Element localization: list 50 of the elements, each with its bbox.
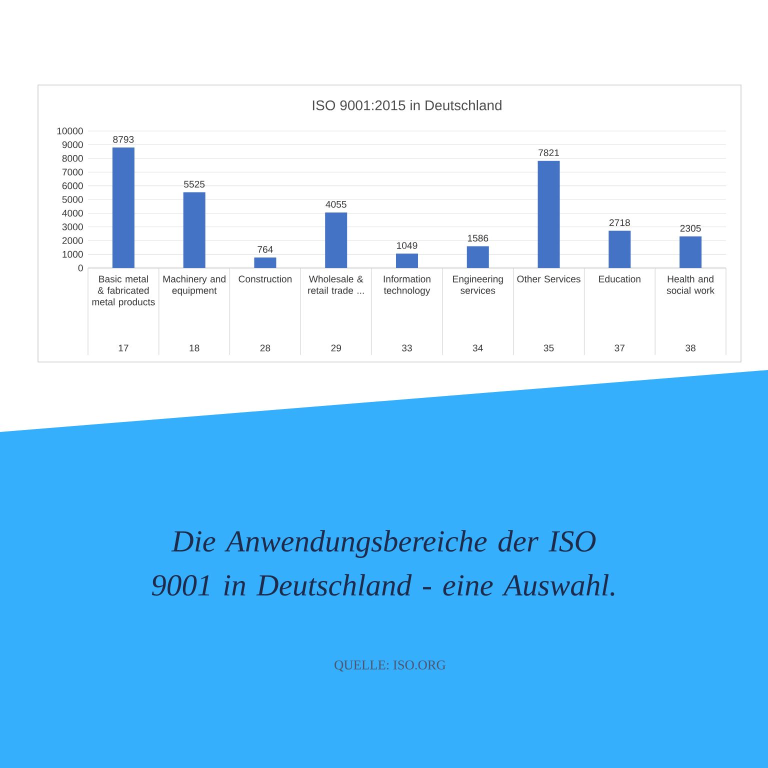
- text: 35: [544, 344, 554, 352]
- y-tick-label: 8000: [62, 155, 83, 162]
- data-label: 2305: [680, 224, 701, 232]
- text: 37: [614, 344, 625, 352]
- x-tick-label: Health and social work: [666, 275, 715, 294]
- data-label: 7821: [538, 149, 559, 156]
- text: 29: [331, 344, 342, 352]
- data-label: 5525: [184, 180, 205, 188]
- bar: [680, 236, 702, 268]
- data-label: 764: [258, 246, 273, 253]
- bar: [538, 160, 560, 268]
- x-tick-label: Machinery and equipment: [163, 275, 226, 296]
- text: 33: [402, 344, 412, 352]
- y-tick-label: 10000: [57, 128, 83, 134]
- y-tick-label: 3000: [62, 224, 83, 230]
- x-tick-label: Basic metal & fabricated metal products: [92, 275, 155, 308]
- data-label: 8793: [113, 136, 134, 143]
- x-tick-label: Information technology: [384, 275, 430, 296]
- x-tick-label: Construction: [238, 275, 292, 282]
- bar: [608, 230, 631, 268]
- y-tick-label: 2000: [62, 237, 83, 244]
- y-tick-label: 0: [78, 264, 83, 272]
- x-tick-label: Engineering services: [453, 275, 503, 294]
- x-tick-label: Wholesale & retail trade ...: [308, 275, 364, 294]
- text: 34: [472, 344, 483, 352]
- y-tick-label: 1000: [62, 250, 83, 258]
- bar: [325, 212, 348, 268]
- x-tick-label: Other Services: [517, 275, 580, 282]
- bar: [466, 246, 489, 268]
- y-tick-label: 9000: [62, 141, 83, 148]
- text: 28: [260, 344, 270, 352]
- data-label: 2718: [609, 219, 630, 226]
- text: Die Anwendungsbereiche der ISO 9001 in Deutschland - eine Auswahl.: [152, 530, 614, 596]
- bar: [183, 192, 206, 268]
- y-tick-label: 6000: [62, 182, 83, 190]
- bar: [254, 258, 276, 268]
- text: 38: [686, 344, 696, 352]
- y-tick-label: 5000: [62, 196, 83, 203]
- data-label: 1586: [468, 234, 488, 242]
- y-tick-label: 4000: [62, 210, 83, 217]
- x-tick-label: Education: [599, 275, 640, 282]
- bar: [396, 254, 418, 268]
- chart-title: ISO 9001:2015 in Deutschland: [312, 100, 502, 110]
- data-label: 1049: [397, 242, 418, 249]
- data-label: 4055: [326, 200, 346, 208]
- y-tick-label: 7000: [62, 168, 83, 176]
- text: 17: [118, 344, 128, 352]
- bar: [112, 148, 134, 268]
- source-note: QUELLE: ISO.ORG: [334, 660, 446, 672]
- text: 18: [190, 344, 200, 352]
